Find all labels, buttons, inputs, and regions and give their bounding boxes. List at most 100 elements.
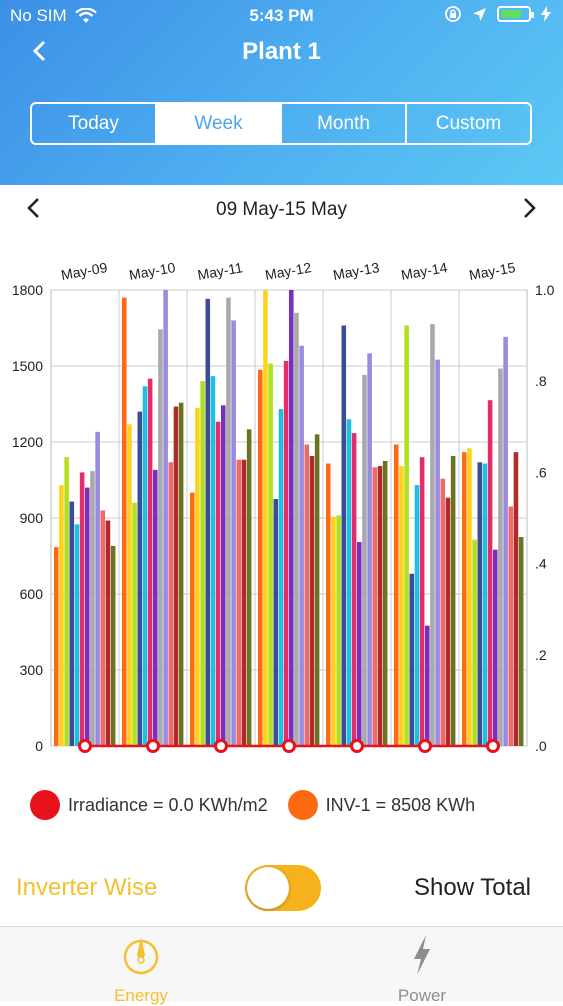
segment-custom[interactable]: Custom [435, 113, 502, 134]
y2-tick-label: .0 [535, 738, 547, 754]
bar [200, 381, 205, 746]
next-range-button[interactable] [523, 196, 537, 224]
irradiance-point [78, 739, 92, 753]
bar [414, 485, 420, 746]
bar [205, 298, 211, 746]
segment-week[interactable]: Week [157, 104, 282, 143]
bar [430, 324, 435, 746]
bar [299, 345, 304, 746]
y-tick-label: 0 [35, 738, 43, 754]
bar [367, 353, 372, 746]
bar [289, 290, 294, 746]
bar [74, 524, 80, 746]
bar [518, 537, 524, 746]
bar [435, 359, 440, 746]
tab-energy[interactable]: Energy [81, 933, 201, 1006]
bar [462, 452, 467, 746]
location-icon [473, 7, 486, 21]
legend-irradiance-label: Irradiance = 0.0 KWh/m2 [68, 794, 268, 815]
rotation-lock-icon [445, 6, 461, 22]
bar [215, 421, 221, 746]
bar [85, 487, 90, 746]
bar [153, 469, 158, 746]
x-tick-label: May-13 [332, 259, 381, 283]
irradiance-point [282, 739, 296, 753]
bar [241, 459, 247, 746]
bar [503, 336, 508, 746]
segment-month[interactable]: Month [282, 104, 407, 143]
bar [64, 457, 69, 746]
wifi-icon [74, 8, 97, 23]
bar [394, 444, 399, 746]
tab-energy-label: Energy [114, 986, 168, 1005]
chevron-left-icon [27, 198, 39, 218]
gauge-icon [123, 937, 159, 975]
header: No SIM 5:43 PM Pl [0, 0, 563, 185]
bar [132, 502, 137, 746]
bar [195, 407, 200, 746]
y-tick-label: 1800 [12, 282, 43, 298]
y2-tick-label: 1.0 [535, 282, 555, 298]
status-bar: No SIM 5:43 PM [0, 0, 563, 32]
segment-today[interactable]: Today [32, 104, 157, 143]
switch-knob [247, 867, 289, 909]
bar [69, 501, 75, 746]
bar [326, 463, 331, 746]
clock: 5:43 PM [249, 6, 314, 25]
bar [493, 549, 498, 746]
battery-icon [497, 6, 534, 22]
bar [346, 419, 352, 746]
x-tick-label: May-15 [468, 259, 517, 283]
lightning-bolt-icon [414, 935, 430, 975]
charging-icon [541, 6, 551, 22]
bar [419, 457, 425, 746]
bar [110, 545, 116, 746]
bar [263, 290, 268, 746]
tab-bar: Energy Power [0, 926, 563, 1005]
bar [314, 434, 320, 746]
bar [513, 452, 519, 746]
tab-power-label: Power [397, 986, 447, 1005]
bar [147, 378, 153, 746]
bar [404, 325, 409, 746]
tab-power[interactable]: Power [362, 933, 482, 1006]
bar [331, 516, 336, 746]
bar [372, 467, 378, 746]
carrier-label: No SIM [10, 6, 67, 25]
x-tick-label: May-10 [128, 259, 177, 283]
date-navigator: 09 May-15 May [0, 196, 563, 226]
previous-range-button[interactable] [26, 196, 40, 224]
bar [168, 462, 174, 746]
bar [100, 510, 106, 746]
bar [382, 461, 388, 746]
bar [445, 497, 451, 746]
bar [294, 312, 299, 746]
y-tick-label: 900 [20, 510, 44, 526]
inverter-wise-label: Inverter Wise [16, 874, 158, 901]
bar [351, 433, 357, 746]
irradiance-point [418, 739, 432, 753]
bar [137, 411, 143, 746]
chevron-right-icon [524, 198, 536, 218]
bar [231, 320, 236, 746]
bar [283, 360, 289, 746]
y2-tick-label: .4 [535, 556, 547, 572]
bar [467, 448, 472, 746]
bar [377, 466, 383, 746]
bar [127, 424, 132, 746]
bar [210, 376, 216, 746]
bar [258, 369, 263, 746]
page-title: Plant 1 [242, 38, 321, 65]
back-button[interactable] [22, 36, 56, 70]
total-toggle-row: Inverter Wise Show Total [0, 865, 563, 915]
bar [268, 363, 273, 746]
bar [450, 455, 456, 746]
bar [105, 520, 111, 746]
bar [362, 374, 367, 746]
show-total-switch[interactable] [245, 865, 321, 911]
show-total-label: Show Total [414, 874, 531, 901]
energy-bar-chart: 1800 1500 1200 900 600 300 0 1.0 .8 .6 .4 .2 .0 May-0… [12, 259, 555, 754]
legend: Irradiance = 0.0 KWh/m2 INV-1 = 8508 KWh [30, 790, 475, 820]
bar [472, 539, 477, 746]
bar [336, 515, 341, 746]
